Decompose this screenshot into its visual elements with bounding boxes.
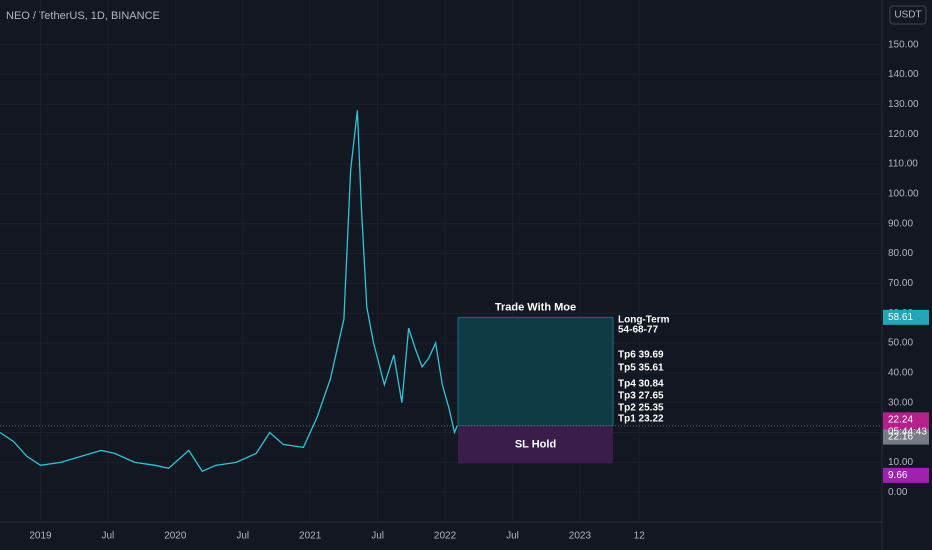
y-tick-label: 80.00 — [888, 248, 913, 259]
countdown: 05:44:43 — [888, 426, 927, 437]
y-tick-label: 70.00 — [888, 278, 913, 289]
chart-title: NEO / TetherUS, 1D, BINANCE — [6, 10, 160, 22]
y-tick-label: 0.00 — [888, 487, 908, 498]
target-label: Tp5 35.61 — [618, 363, 664, 374]
currency-box[interactable] — [889, 5, 927, 25]
target-label: Tp3 27.65 — [618, 391, 664, 402]
y-tick-label: 140.00 — [888, 69, 919, 80]
price-label: 22.24 — [888, 414, 913, 425]
target-label: Tp6 39.69 — [618, 350, 664, 361]
y-tick-label: 110.00 — [888, 159, 918, 170]
price-label: 22.16 — [888, 432, 913, 443]
y-tick-label: 40.00 — [888, 367, 913, 378]
price-label-box — [883, 429, 929, 445]
y-tick-label: 10.00 — [888, 457, 913, 468]
target-label: Tp1 23.22 — [618, 414, 664, 425]
stop-box — [458, 425, 613, 464]
y-tick-label: 100.00 — [888, 189, 919, 200]
y-tick-label: 50.00 — [888, 338, 913, 349]
x-tick-label: Jul — [101, 531, 114, 542]
target-label: 54-68-77 — [618, 325, 658, 336]
target-box — [457, 316, 614, 427]
price-line — [0, 110, 458, 473]
sl-label: SL Hold — [515, 439, 556, 451]
x-tick-label: 12 — [634, 531, 646, 542]
x-tick-label: Jul — [236, 531, 249, 542]
y-tick-label: 150.00 — [888, 39, 919, 50]
target-label: Tp2 25.35 — [618, 403, 664, 414]
y-tick-label: 30.00 — [888, 397, 913, 408]
price-label-box — [883, 309, 929, 325]
y-tick-label: 90.00 — [888, 218, 913, 229]
x-tick-label: 2023 — [569, 531, 592, 542]
x-tick-label: 2019 — [29, 531, 52, 542]
x-tick-label: 2021 — [299, 531, 322, 542]
x-tick-label: Jul — [506, 531, 519, 542]
price-label: 9.66 — [888, 470, 908, 481]
x-tick-label: 2020 — [164, 531, 187, 542]
y-tick-label: 130.00 — [888, 99, 919, 110]
box-title: Trade With Moe — [495, 301, 576, 313]
currency[interactable]: USDT — [894, 10, 921, 21]
target-label: Long-Term — [618, 315, 670, 326]
y-tick-label: 120.00 — [888, 129, 919, 140]
target-label: Tp4 30.84 — [618, 379, 664, 390]
price-label: 58.61 — [888, 312, 913, 323]
price-label-box — [883, 467, 929, 483]
x-tick-label: 2022 — [434, 531, 457, 542]
x-tick-label: Jul — [371, 531, 384, 542]
